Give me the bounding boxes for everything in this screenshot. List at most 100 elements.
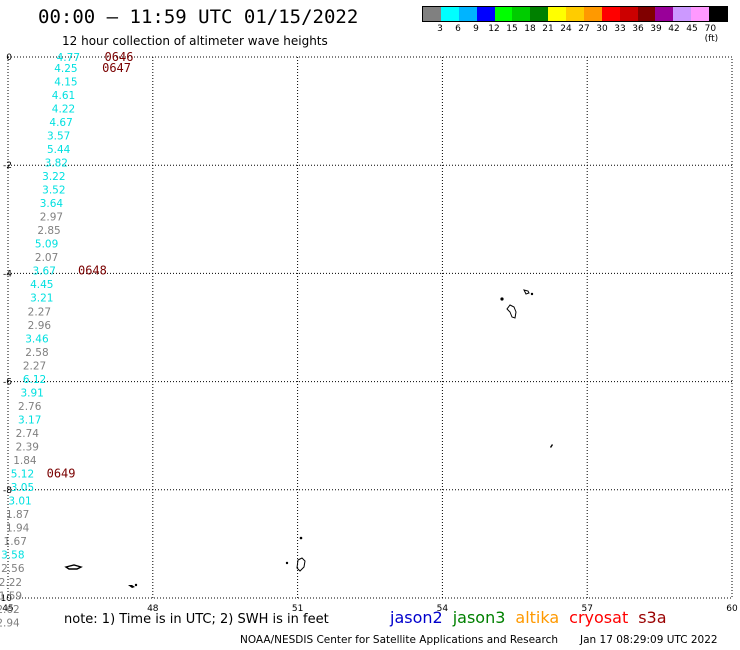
swh-value: 1.67 [4,536,27,548]
legend-label: 12 [488,24,500,34]
satellite-jason2: jason2 [390,608,443,627]
land-features [64,289,553,588]
legend-label: 42 [668,24,680,34]
legend-label: 33 [614,24,626,34]
legend-label: 30 [596,24,608,34]
swh-value: 4.45 [30,279,53,291]
swh-value: 3.52 [42,185,65,197]
swh-value: 2.58 [25,347,48,359]
lon-tick-label: 51 [292,604,303,614]
swh-value: 2.62 [0,604,20,616]
legend-swatch [440,7,459,21]
pass-time: 0647 [102,61,131,75]
island-platte [550,444,553,448]
legend-swatch [476,7,495,21]
legend-label: 70 (ft) [704,24,719,44]
satellite-jason3: jason3 [452,608,506,627]
swh-value: 3.05 [11,482,34,494]
legend-labels: 3 6 9 12 15 18 21 24 27 30 33 36 39 42 45 70 (ft) [422,22,728,44]
island-mahe [506,304,517,319]
legend-swatch [548,7,566,21]
legend-label: 18 [524,24,536,34]
lat-tick-label: -2 [3,161,12,171]
lon-tick-label: 48 [147,604,159,614]
swh-value: 5.12 [11,469,34,481]
island-st-pierre [285,561,289,565]
color-legend: 3 6 9 12 15 18 21 24 27 30 33 36 39 42 45 70 (ft) [422,6,728,44]
swh-value: 5.09 [35,239,58,251]
lon-tick-label: 60 [726,604,738,614]
map-grid: 45 48 51 54 57 60 0 -2 -4 -6 -8 -10 [0,53,738,614]
lat-tick-label: -10 [0,594,12,604]
swh-value: 4.15 [54,76,77,88]
credit-line: NOAA/NESDIS Center for Satellite Applica… [240,634,558,646]
swh-value: 1.59 [0,590,22,602]
swh-labels: 4.774.254.15 4.614.22 4.673.57 5.443.82 3.22… [0,52,80,629]
satellite-s3a: s3a [638,608,667,627]
legend-swatch [494,7,513,21]
generated-timestamp: Jan 17 08:29:09 UTC 2022 [580,634,718,646]
swh-value: 2.39 [16,442,39,454]
pass-time: 0646 [105,50,134,64]
legend-label: 27 [578,24,590,34]
swh-value: 4.22 [52,103,75,115]
lat-tick-label: -4 [3,269,12,279]
island-praslin [523,289,530,295]
swh-value: 3.67 [33,266,56,278]
satellite-altika: altika [515,608,560,627]
legend-swatch [673,7,692,21]
legend-swatch [458,7,477,21]
swh-value: 5.44 [47,144,71,156]
island-providence [299,536,303,540]
swh-value: 3.58 [1,550,24,562]
swh-value: 2.85 [37,225,60,237]
legend-swatch [619,7,638,21]
legend-label: 3 [437,24,443,34]
legend-label: 6 [455,24,461,34]
swh-value: 4.25 [54,63,77,75]
swh-value: 2.94 [0,617,20,629]
swh-value: 2.27 [28,306,51,318]
lon-tick-label: 54 [437,604,449,614]
legend-label: 24 [560,24,572,34]
swh-value: 2.74 [16,428,40,440]
lon-tick-label: 57 [581,604,592,614]
legend-swatch [655,7,674,21]
satellite-legend: jason2 jason3 altika cryosat s3a [390,608,677,627]
swh-value: 2.56 [1,563,25,575]
swh-value: 2.27 [23,360,46,372]
legend-label: 9 [473,24,479,34]
lat-tick-label: -8 [3,486,12,496]
legend-label: 36 [632,24,644,34]
lat-tick-label: -6 [3,378,12,388]
map-frame [7,56,733,599]
swh-value: 4.61 [52,90,75,102]
legend-label: 21 [542,24,554,34]
legend-swatches [422,6,728,22]
swh-value: 6.12 [23,374,46,386]
legend-swatch [423,7,441,21]
satellite-cryosat: cryosat [569,608,629,627]
swh-value: 2.22 [0,577,22,589]
swh-value: 2.07 [35,252,58,264]
legend-swatch [691,7,709,21]
legend-swatch [566,7,584,21]
legend-label: 39 [650,24,662,34]
swh-value: 3.46 [25,333,49,345]
page-title: 00:00 – 11:59 UTC 01/15/2022 [38,6,359,28]
lon-tick-label: 45 [2,604,13,614]
swh-value: 4.67 [49,117,72,129]
swh-value: 1.87 [6,509,29,521]
legend-swatch [637,7,656,21]
swh-value: 3.64 [40,198,64,210]
swh-value: 1.94 [6,523,30,535]
legend-swatch [583,7,602,21]
swh-value: 4.77 [57,52,80,64]
legend-swatch [530,7,549,21]
swh-value: 3.22 [42,171,65,183]
island-denis [530,292,534,296]
swh-value: 3.17 [18,414,41,426]
legend-label: 45 [686,24,698,34]
